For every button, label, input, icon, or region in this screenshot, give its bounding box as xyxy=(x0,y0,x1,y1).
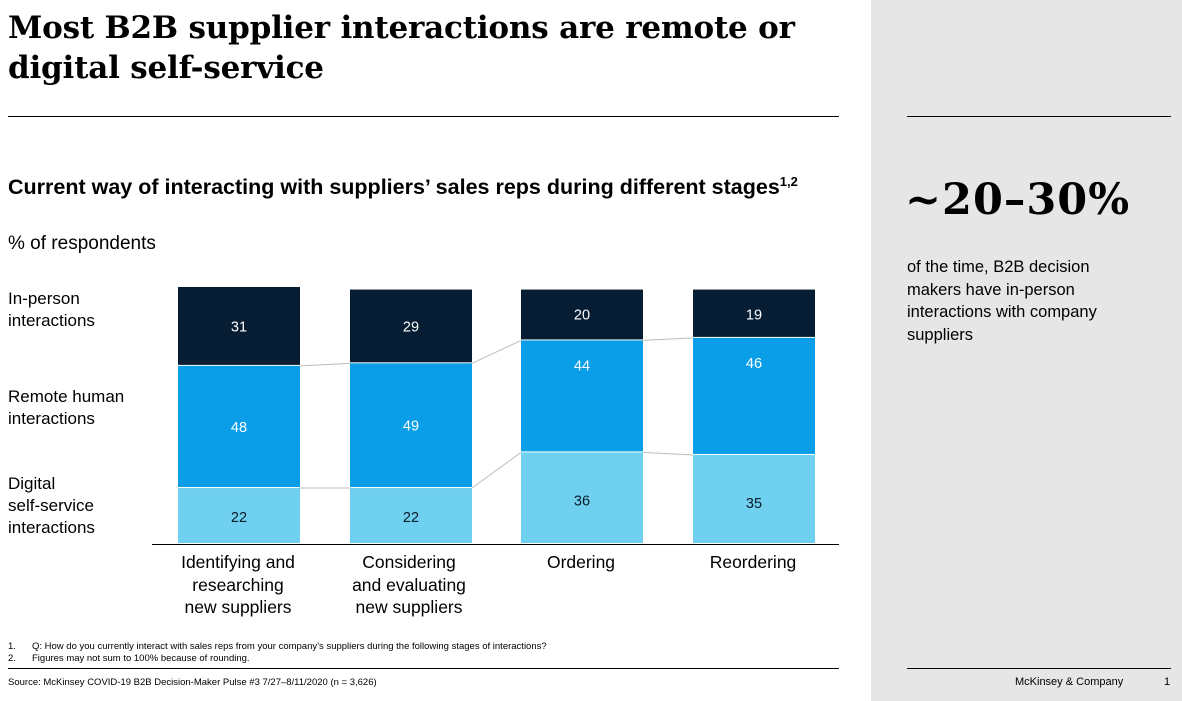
bar-segment-remote-3 xyxy=(521,340,643,452)
data-label-inperson-1: 31 xyxy=(231,319,247,335)
bar-segment-digital-4 xyxy=(693,454,815,543)
connector-line-remote-3 xyxy=(642,337,694,341)
footnote-2-number: 2. xyxy=(8,653,16,664)
connector-line-digital-2 xyxy=(471,451,522,489)
category-label-reordering: Reordering xyxy=(709,552,797,572)
bar-segment-inperson-2 xyxy=(350,289,472,363)
callout-text: of the time, B2B decision makers have in… xyxy=(907,258,1097,344)
bar-segment-remote-1 xyxy=(178,365,300,488)
chart-title: Current way of interacting with supplier… xyxy=(8,174,838,201)
footnote-2: 2. Figures may not sum to 100% because of… xyxy=(8,653,250,664)
data-label-remote-2: 49 xyxy=(403,419,419,435)
category-label-ordering: Ordering xyxy=(546,552,616,572)
data-label-remote-1: 48 xyxy=(231,420,247,436)
legend-remote-human: Remote human interactions xyxy=(8,387,125,428)
data-label-inperson-4: 19 xyxy=(746,308,762,324)
footer-divider xyxy=(8,668,839,669)
data-label-digital-2: 22 xyxy=(403,510,419,526)
bar-segment-inperson-4 xyxy=(693,289,815,337)
page-title: Most B2B supplier interactions are remot… xyxy=(8,10,795,86)
brand-name: McKinsey & Company xyxy=(1015,676,1124,688)
data-label-inperson-3: 20 xyxy=(574,308,590,324)
callout-value: ~20–30% xyxy=(905,175,1131,225)
bar-segment-inperson-3 xyxy=(521,289,643,340)
data-label-remote-3: 44 xyxy=(574,358,590,374)
data-label-digital-4: 35 xyxy=(746,496,762,512)
bar-segment-digital-3 xyxy=(521,452,643,543)
connector-line-digital-3 xyxy=(642,451,694,456)
legend-in-person: In-person interactions xyxy=(8,289,95,330)
page-number: 1 xyxy=(1164,676,1171,688)
footnote-1-number: 1. xyxy=(8,641,16,652)
footnote-1: 1. Q: How do you currently interact with … xyxy=(8,641,547,652)
category-label-identifying: Identifying and researching new supplier… xyxy=(181,552,295,617)
footnote-2-text: Figures may not sum to 100% because of r… xyxy=(32,653,250,664)
source-note: Source: McKinsey COVID-19 B2B Decision-M… xyxy=(8,677,377,688)
connector-line-remote-1 xyxy=(299,362,351,367)
data-label-digital-1: 22 xyxy=(231,510,247,526)
footer-divider-right xyxy=(907,668,1171,669)
data-label-inperson-2: 29 xyxy=(403,319,419,335)
callout-divider xyxy=(907,116,1171,117)
legend-digital-self-service: Digital self-service interactions xyxy=(8,474,95,537)
footnote-1-text: Q: How do you currently interact with sa… xyxy=(32,641,547,652)
chart-title-footnote-ref: 1,2 xyxy=(779,174,798,189)
bar-segment-remote-2 xyxy=(350,363,472,488)
data-label-remote-4: 46 xyxy=(746,356,762,372)
category-label-considering: Considering and evaluating new suppliers xyxy=(352,552,466,617)
chart-title-text: Current way of interacting with supplier… xyxy=(8,175,780,199)
bar-segment-remote-4 xyxy=(693,337,815,454)
chart-unit-label: % of respondents xyxy=(8,233,156,254)
bar-segment-inperson-1 xyxy=(178,287,300,365)
title-divider xyxy=(8,116,839,117)
bar-segment-digital-2 xyxy=(350,488,472,543)
bar-segment-digital-1 xyxy=(178,488,300,543)
data-label-digital-3: 36 xyxy=(574,493,590,509)
connector-line-remote-2 xyxy=(471,339,522,364)
